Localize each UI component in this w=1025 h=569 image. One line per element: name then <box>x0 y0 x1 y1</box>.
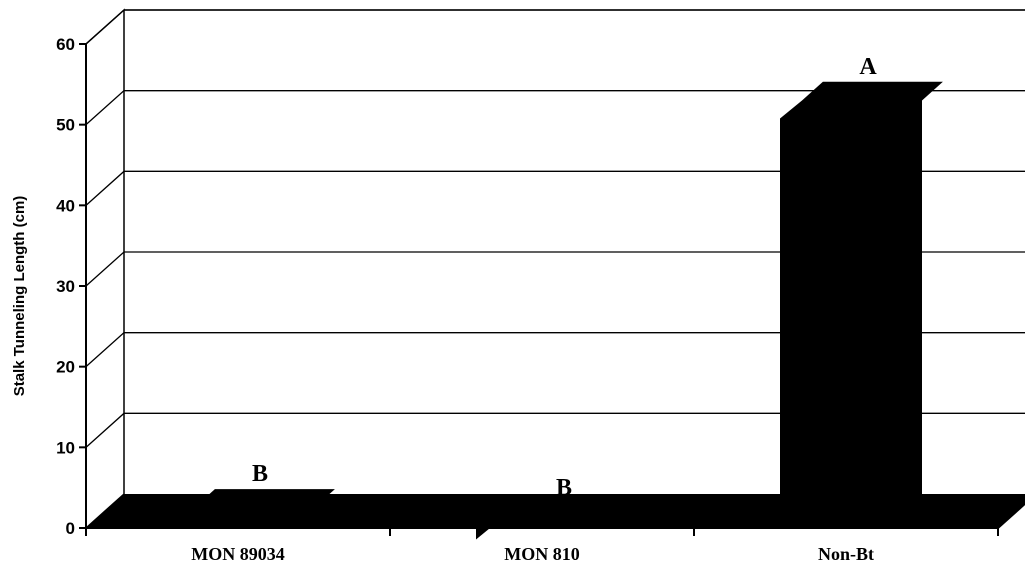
significance-letter: A <box>859 54 877 80</box>
axes <box>79 43 1025 536</box>
bar-side <box>476 521 498 540</box>
gridline <box>85 251 1025 287</box>
gridline <box>85 9 1025 45</box>
bar-front <box>498 521 618 528</box>
y-tick-label: 60 <box>56 35 75 54</box>
y-tick-label: 20 <box>56 358 75 377</box>
bar-top <box>802 81 943 101</box>
bar-top <box>194 489 335 508</box>
bar-side <box>780 100 802 528</box>
x-tick-label: Non-Bt <box>818 544 874 564</box>
y-tick-label: 0 <box>66 519 75 538</box>
y-tick-label: 30 <box>56 277 75 296</box>
bars <box>172 81 943 540</box>
bar-side <box>172 507 194 528</box>
bar-front <box>194 507 314 528</box>
gridline <box>85 412 1025 448</box>
significance-letter: B <box>252 461 268 487</box>
bar <box>172 489 335 528</box>
bar-top <box>498 502 639 522</box>
x-tick-label: MON 89034 <box>191 544 285 564</box>
y-tick-label: 10 <box>56 438 75 457</box>
y-tick-label: 40 <box>56 196 75 215</box>
bar-front <box>802 100 922 528</box>
significance-letter: B <box>556 475 572 501</box>
y-tick-label: 50 <box>56 116 75 135</box>
gridline <box>85 90 1025 126</box>
bar <box>780 81 943 528</box>
y-axis-title: Stalk Tunneling Length (cm) <box>11 196 28 397</box>
bar <box>476 502 639 540</box>
gridlines <box>85 9 1025 448</box>
y-tick-labels: 0 10 20 30 40 50 60 <box>56 35 75 538</box>
significance-letters: B B A <box>252 54 877 501</box>
gridline <box>85 170 1025 206</box>
x-tick-label: MON 810 <box>504 544 580 564</box>
x-category-labels: MON 89034 MON 810 Non-Bt <box>191 544 874 564</box>
gridline <box>85 332 1025 368</box>
floor-edge <box>997 502 1025 529</box>
